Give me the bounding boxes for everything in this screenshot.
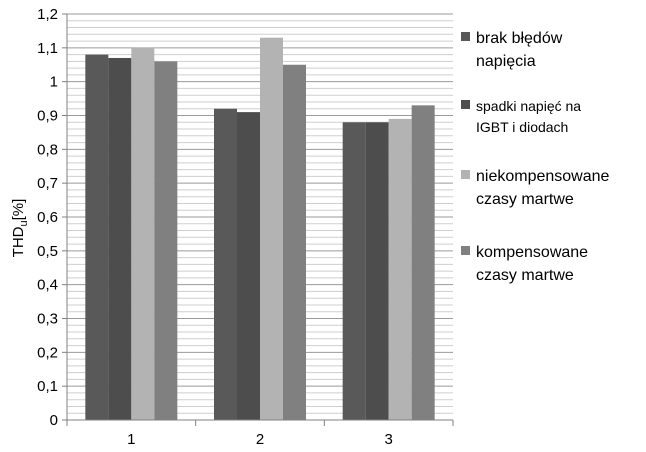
y-tick-labels: 0 0,1 0,2 0,3 0,4 0,5 0,6 0,7 0,8 0,9 1 1,1 1,2 <box>37 6 58 429</box>
x-tick-labels: 1 2 3 <box>127 431 393 448</box>
y-tick-label: 0,4 <box>37 277 58 294</box>
y-axis-label: THDu[%] <box>10 199 30 258</box>
y-tick-label: 0,7 <box>37 175 58 192</box>
y-axis-label-sub: u <box>18 220 30 226</box>
y-tick-label: 0,2 <box>37 344 58 361</box>
y-axis-label-main: THD <box>10 226 27 257</box>
y-tick-label: 0,8 <box>37 141 58 158</box>
x-tick-label: 2 <box>256 431 264 448</box>
legend-label-2: spadki napięć na <box>476 98 581 114</box>
y-tick-label: 1,2 <box>37 6 58 23</box>
legend-label-1: napięcia <box>476 53 536 70</box>
y-tick-label: 0,1 <box>37 378 58 395</box>
legend-label-2: IGBT i diodach <box>476 119 568 135</box>
y-tick-label: 1 <box>50 74 58 91</box>
legend-label-1: brak błędów <box>476 30 563 47</box>
chart-bars <box>85 37 435 421</box>
bar-series-3-cat-1 <box>131 47 155 420</box>
y-tick-label: 0 <box>50 412 58 429</box>
legend-swatch-4 <box>461 246 470 255</box>
chart-axes <box>62 13 454 426</box>
legend-label-3: niekompensowane <box>476 168 610 185</box>
y-tick-label: 1,1 <box>37 40 58 57</box>
bar-series-4-cat-2 <box>283 64 306 420</box>
y-tick-label: 0,5 <box>37 243 58 260</box>
bar-series-1-cat-3 <box>342 122 366 421</box>
x-tick-label: 1 <box>127 431 135 448</box>
legend-label-3: czasy martwe <box>476 191 574 208</box>
bar-series-3-cat-2 <box>260 37 283 420</box>
bar-series-4-cat-1 <box>154 61 178 420</box>
legend-label-4: kompensowane <box>476 244 588 261</box>
chart-legend: brak błędów napięcia spadki napięć na IGBT … <box>461 30 610 284</box>
y-tick-label: 0,3 <box>37 311 58 328</box>
x-tick-label: 3 <box>384 431 392 448</box>
legend-swatch-2 <box>461 100 470 109</box>
legend-swatch-1 <box>461 32 470 41</box>
y-tick-label: 0,9 <box>37 108 58 125</box>
bar-series-1-cat-1 <box>85 54 109 420</box>
legend-label-4: czasy martwe <box>476 267 574 284</box>
bar-series-3-cat-3 <box>388 118 412 420</box>
bar-series-2-cat-3 <box>365 122 389 421</box>
bar-series-2-cat-2 <box>237 112 260 420</box>
y-axis-label-unit: [%] <box>10 199 27 221</box>
bar-series-1-cat-2 <box>214 108 237 420</box>
legend-swatch-3 <box>461 170 470 179</box>
bar-series-4-cat-3 <box>411 105 435 420</box>
y-tick-label: 0,6 <box>37 209 58 226</box>
bar-series-2-cat-1 <box>108 57 132 420</box>
